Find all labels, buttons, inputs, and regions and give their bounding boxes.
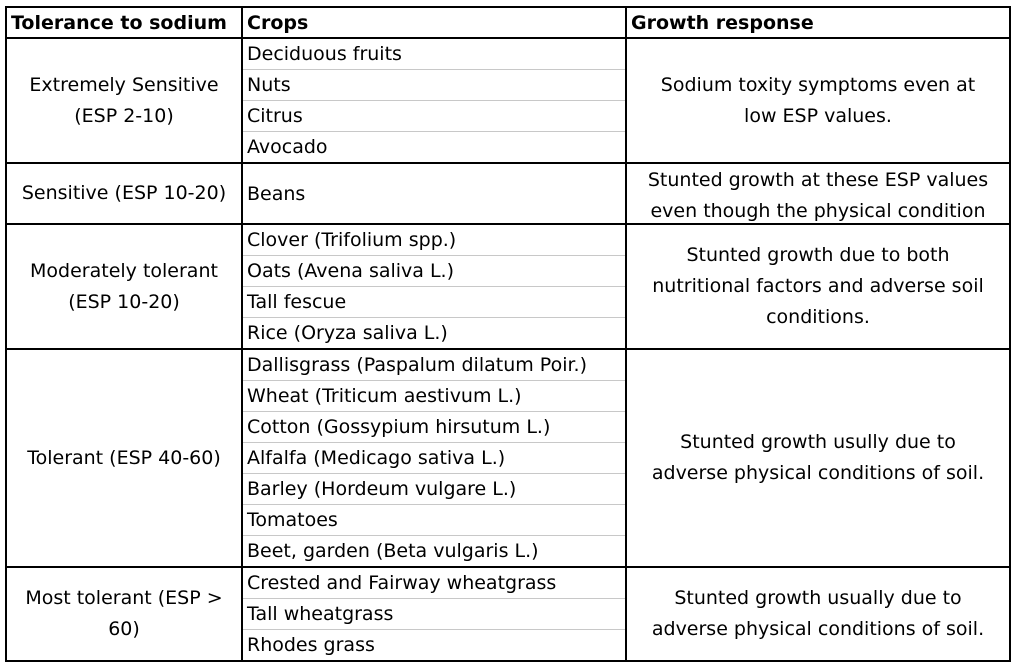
table-row: Moderately tolerant (ESP 10-20) Clover (… [5,223,1011,350]
crop-item: Crested and Fairway wheatgrass [247,572,557,594]
tolerance-line: (ESP 2-10) [74,104,174,127]
table-row: Tolerant (ESP 40-60) Dallisgrass (Paspal… [5,348,1011,568]
crop-item: Wheat (Triticum aestivum L.) [243,380,625,411]
crop-item: Citrus [243,100,625,131]
table-row: Extremely Sensitive (ESP 2-10) Deciduous… [5,37,1011,164]
response-line: conditions. [766,306,870,328]
crops-cell: Crested and Fairway wheatgrass Tall whea… [241,566,627,662]
response-line: adverse physical conditions of soil. [651,618,985,640]
tolerance-line: Extremely Sensitive [29,73,219,96]
crop-item: Nuts [243,69,625,100]
crop-item: Dallisgrass (Paspalum dilatum Poir.) [247,354,587,376]
response-line: Stunted growth usully due to [680,431,956,453]
response-line: Stunted growth at these ESP values [647,168,989,191]
header-row: Tolerance to sodium Crops Growth respons… [5,6,1011,39]
tolerance-line: Sensitive (ESP 10-20) [21,182,227,204]
crops-cell: Deciduous fruits Nuts Citrus Avocado [241,37,627,164]
crop-item: Tomatoes [243,504,625,535]
crops-cell: Clover (Trifolium spp.) Oats (Avena sali… [241,223,627,350]
tolerance-cell: Tolerant (ESP 40-60) [5,348,243,568]
tolerance-line: (ESP 10-20) [68,290,180,313]
response-cell: Stunted growth due to both nutritional f… [625,223,1011,350]
header-tolerance: Tolerance to sodium [5,6,243,39]
crop-item: Barley (Hordeum vulgare L.) [243,473,625,504]
crop-item: Deciduous fruits [247,43,402,65]
response-cell: Stunted growth at these ESP values even … [625,162,1011,225]
crop-item: Tall fescue [243,286,625,317]
crop-item: Avocado [243,131,625,162]
table-row: Sensitive (ESP 10-20) Beans Stunted grow… [5,162,1011,225]
crops-cell: Beans [241,162,627,225]
crop-item: Beet, garden (Beta vulgaris L.) [243,535,625,566]
tolerance-line: 60) [108,618,140,640]
response-cell: Stunted growth usully due to adverse phy… [625,348,1011,568]
crop-item: Rhodes grass [243,629,625,660]
response-line: Stunted growth usually due to [674,587,962,609]
tolerance-line: Moderately tolerant [30,259,218,282]
crop-item: Rice (Oryza saliva L.) [243,317,625,348]
response-line: Sodium toxity symptoms even at [660,73,976,96]
crop-item: Alfalfa (Medicago sativa L.) [243,442,625,473]
crop-item: Cotton (Gossypium hirsutum L.) [243,411,625,442]
crop-item: Oats (Avena saliva L.) [243,255,625,286]
header-response: Growth response [625,6,1011,39]
response-line: Stunted growth due to both [686,244,950,266]
crop-item: Beans [247,182,306,205]
tolerance-cell: Most tolerant (ESP > 60) [5,566,243,662]
tolerance-line: Most tolerant (ESP > [25,587,223,609]
table-row: Most tolerant (ESP > 60) Crested and Fai… [5,566,1011,662]
response-line: nutritional factors and adverse soil [652,275,984,297]
response-line: adverse physical conditions of soil. [651,462,985,484]
tolerance-cell: Sensitive (ESP 10-20) [5,162,243,225]
response-cell: Sodium toxity symptoms even at low ESP v… [625,37,1011,164]
tolerance-line: Tolerant (ESP 40-60) [27,446,221,469]
tolerance-cell: Extremely Sensitive (ESP 2-10) [5,37,243,164]
sodium-tolerance-table: Tolerance to sodium Crops Growth respons… [5,6,1011,662]
response-line: low ESP values. [744,104,892,127]
response-line: even though the physical condition [650,199,986,222]
crop-item: Tall wheatgrass [243,598,625,629]
header-crops: Crops [241,6,627,39]
tolerance-cell: Moderately tolerant (ESP 10-20) [5,223,243,350]
crop-item: Clover (Trifolium spp.) [247,229,457,251]
response-cell: Stunted growth usually due to adverse ph… [625,566,1011,662]
crops-cell: Dallisgrass (Paspalum dilatum Poir.) Whe… [241,348,627,568]
